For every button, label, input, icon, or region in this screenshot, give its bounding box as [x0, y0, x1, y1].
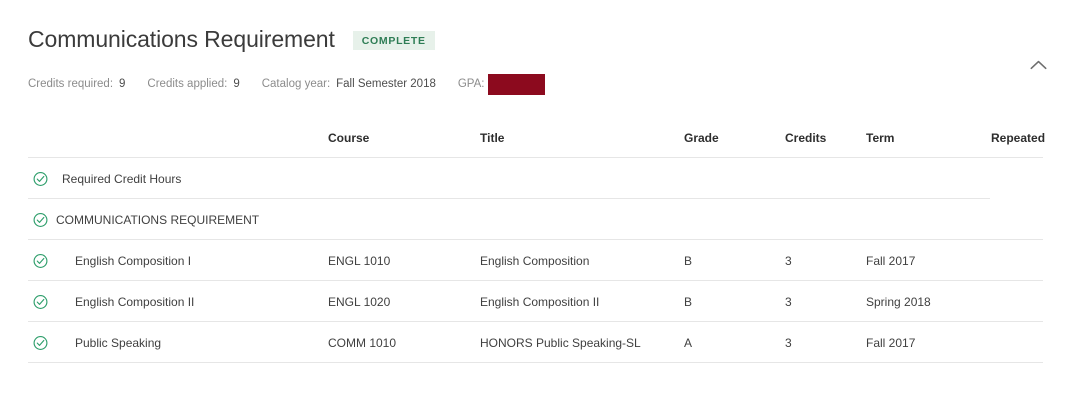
complete-check-icon — [33, 335, 48, 350]
column-header-credits: Credits — [785, 131, 827, 145]
credits-required-label: Credits required: — [28, 77, 114, 90]
credits-applied-label: Credits applied: — [147, 77, 228, 90]
page-title: Communications Requirement — [28, 26, 335, 52]
collapse-toggle-button[interactable] — [1023, 52, 1053, 78]
column-header-term: Term — [866, 131, 895, 145]
row-credits: 3 — [785, 294, 792, 309]
table-row[interactable]: Required Credit Hours — [0, 158, 1075, 199]
row-requirement-name: Required Credit Hours — [62, 171, 182, 186]
table-bottom-divider — [28, 362, 1043, 363]
row-course: ENGL 1010 — [328, 253, 391, 268]
row-grade: B — [684, 253, 693, 268]
row-credits: 3 — [785, 253, 792, 268]
credits-applied-value: 9 — [233, 77, 240, 90]
row-grade: B — [684, 294, 693, 309]
row-credits: 3 — [785, 335, 792, 350]
requirement-summary: Credits required: 9 Credits applied: 9 C… — [28, 73, 545, 95]
row-divider — [28, 198, 990, 199]
complete-check-icon — [33, 253, 48, 268]
credits-applied: Credits applied: 9 — [147, 78, 239, 90]
table-row[interactable]: English Composition I ENGL 1010 English … — [0, 240, 1075, 281]
row-requirement-name: COMMUNICATIONS REQUIREMENT — [56, 212, 260, 227]
row-title: English Composition II — [480, 294, 600, 309]
column-header-title: Title — [480, 131, 505, 145]
row-divider — [28, 321, 1043, 322]
table-header-row: Course Title Grade Credits Term Repeated — [0, 118, 1075, 158]
requirement-header: Communications Requirement COMPLETE — [28, 26, 435, 53]
column-header-course: Course — [328, 131, 370, 145]
row-divider — [28, 280, 1043, 281]
row-requirement-name: Public Speaking — [75, 335, 162, 350]
row-course: COMM 1010 — [328, 335, 397, 350]
table-row[interactable]: Public Speaking COMM 1010 HONORS Public … — [0, 322, 1075, 363]
row-term: Spring 2018 — [866, 294, 931, 309]
catalog-year-value: Fall Semester 2018 — [336, 77, 436, 90]
complete-check-icon — [33, 294, 48, 309]
row-term: Fall 2017 — [866, 335, 916, 350]
column-header-grade: Grade — [684, 131, 719, 145]
row-term: Fall 2017 — [866, 253, 916, 268]
row-divider — [28, 239, 1043, 240]
gpa: GPA: — [457, 73, 545, 95]
row-title: HONORS Public Speaking-SL — [480, 335, 641, 350]
chevron-up-icon — [1030, 60, 1046, 70]
gpa-redaction-block — [487, 74, 545, 95]
credits-required-value: 9 — [119, 77, 126, 90]
table-row[interactable]: COMMUNICATIONS REQUIREMENT — [0, 199, 1075, 240]
credits-required: Credits required: 9 — [28, 78, 125, 90]
row-grade: A — [684, 335, 693, 350]
gpa-label: GPA: — [457, 77, 485, 90]
row-requirement-name: English Composition II — [75, 294, 195, 309]
catalog-year-label: Catalog year: — [261, 77, 331, 90]
table-row[interactable]: English Composition II ENGL 1020 English… — [0, 281, 1075, 322]
requirements-table: Course Title Grade Credits Term Repeated… — [0, 118, 1075, 363]
complete-check-icon — [33, 171, 48, 186]
status-badge: COMPLETE — [352, 31, 435, 50]
header-divider — [28, 157, 1043, 158]
row-requirement-name: English Composition I — [75, 253, 192, 268]
column-header-repeated: Repeated — [991, 131, 1046, 145]
catalog-year: Catalog year: Fall Semester 2018 — [262, 78, 436, 90]
row-course: ENGL 1020 — [328, 294, 391, 309]
row-title: English Composition — [480, 253, 590, 268]
complete-check-icon — [33, 212, 48, 227]
